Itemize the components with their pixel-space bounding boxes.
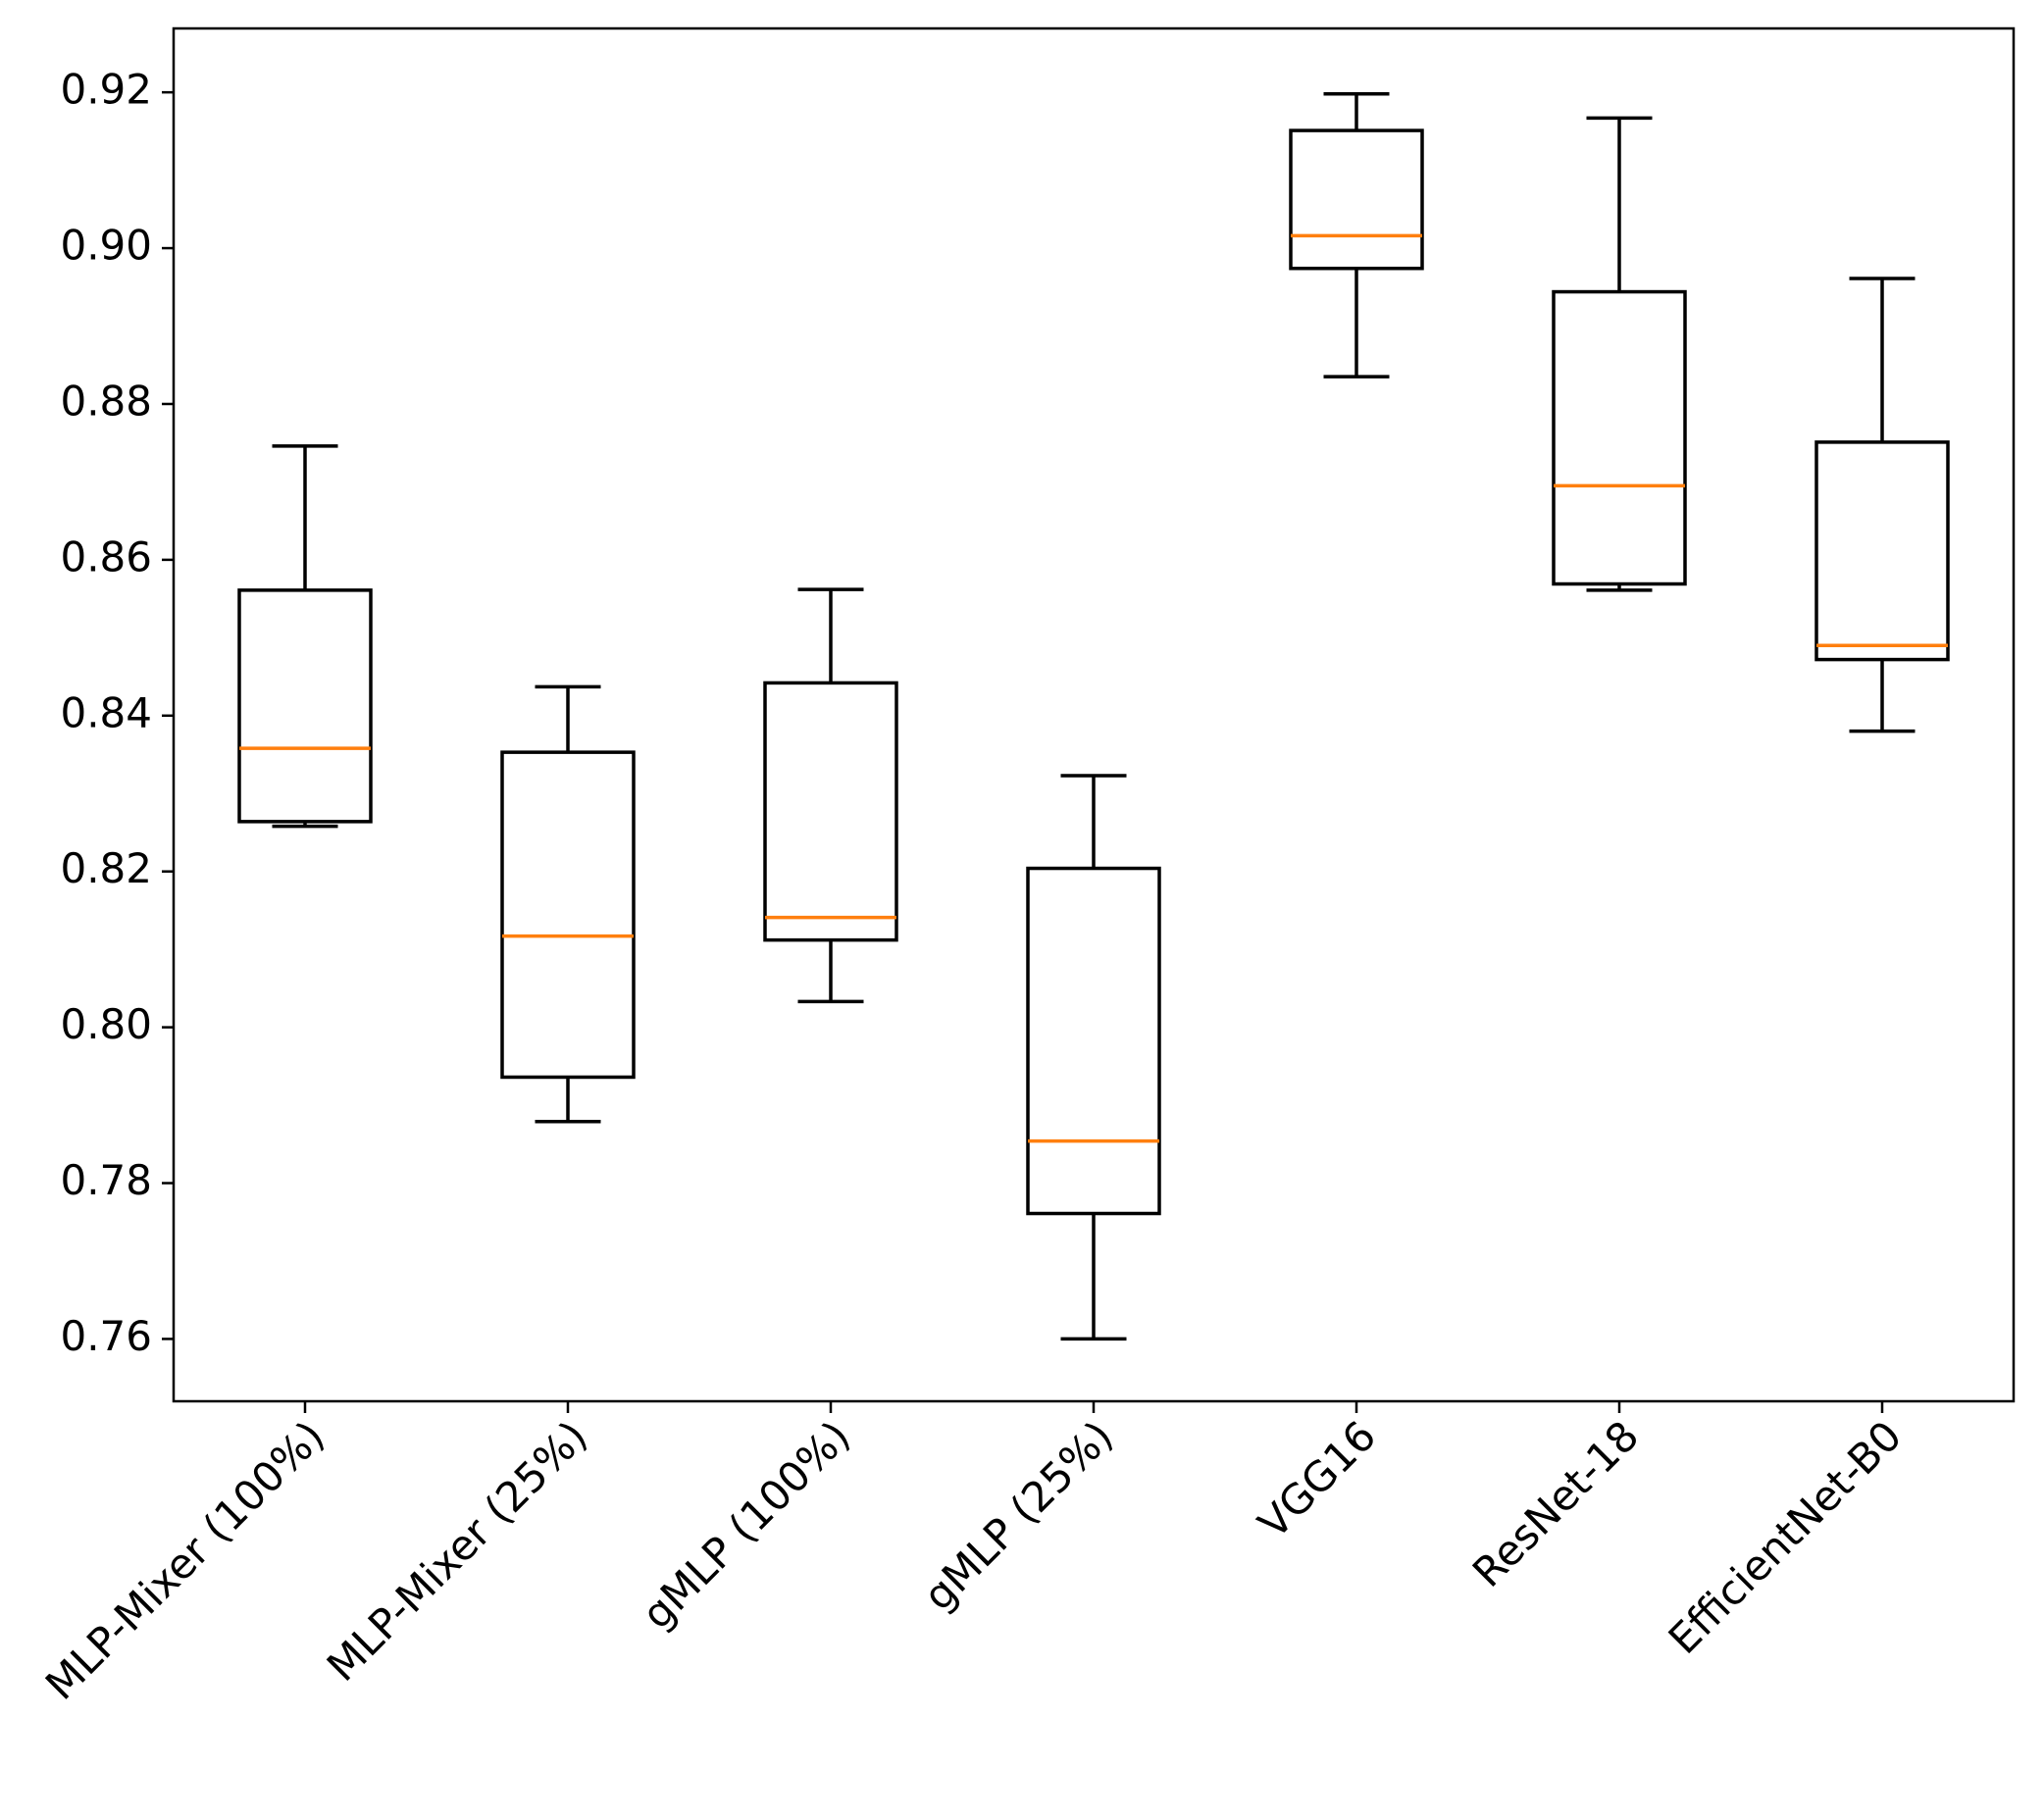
y-tick-label: 0.88 bbox=[60, 377, 152, 425]
box bbox=[237, 588, 373, 824]
box bbox=[1814, 440, 1950, 662]
y-tick-label: 0.90 bbox=[60, 222, 152, 270]
x-tick-label: MLP-Mixer (25%) bbox=[318, 1412, 596, 1691]
box bbox=[500, 750, 636, 1080]
box bbox=[1026, 866, 1161, 1216]
box bbox=[763, 681, 898, 942]
x-tick-label: gMLP (100%) bbox=[633, 1412, 859, 1639]
y-tick-label: 0.80 bbox=[60, 1000, 152, 1048]
y-tick-label: 0.86 bbox=[60, 532, 152, 581]
y-tick-label: 0.82 bbox=[60, 844, 152, 892]
box bbox=[1552, 289, 1687, 586]
y-tick-label: 0.84 bbox=[60, 688, 152, 736]
x-tick-label: ResNet-18 bbox=[1463, 1412, 1648, 1596]
y-tick-label: 0.92 bbox=[60, 66, 152, 114]
x-tick-label: MLP-Mixer (100%) bbox=[36, 1412, 333, 1709]
box bbox=[1289, 128, 1424, 271]
x-tick-label: EfficientNet-B0 bbox=[1660, 1412, 1912, 1664]
x-tick-label: VGG16 bbox=[1249, 1412, 1385, 1548]
y-tick-label: 0.76 bbox=[60, 1312, 152, 1360]
y-tick-label: 0.78 bbox=[60, 1156, 152, 1204]
plot-frame bbox=[172, 26, 2016, 1403]
x-tick-label: gMLP (25%) bbox=[914, 1412, 1122, 1620]
